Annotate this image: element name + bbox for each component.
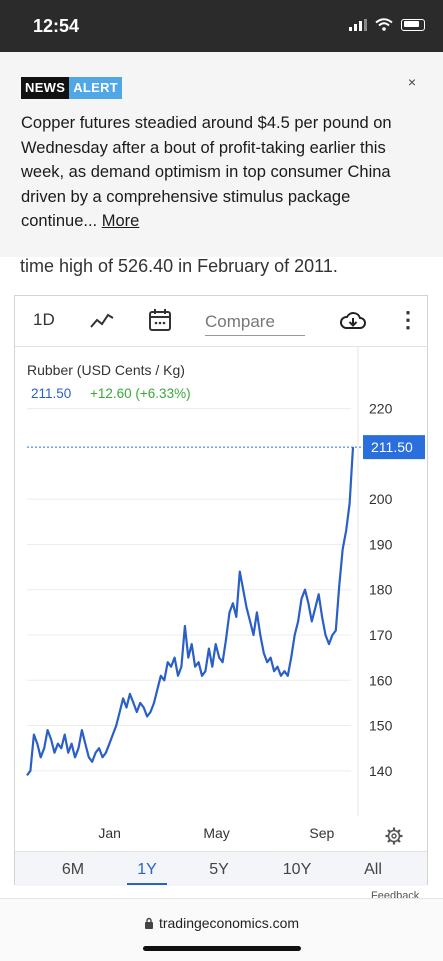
feedback-link[interactable]: Feedback xyxy=(371,890,420,898)
last-price-label-bg xyxy=(363,435,425,460)
battery-icon xyxy=(401,18,425,31)
y-tick-label: 160 xyxy=(369,672,393,688)
y-tick-label: 150 xyxy=(369,718,393,734)
status-time: 12:54 xyxy=(33,16,80,36)
alert-body-text: Copper futures steadied around $4.5 per … xyxy=(21,114,392,230)
more-link[interactable]: More xyxy=(101,212,140,230)
url-row: tradingeconomics.com xyxy=(0,915,443,931)
alert-text: Copper futures steadied around $4.5 per … xyxy=(21,111,413,234)
y-tick-label: 170 xyxy=(369,627,393,643)
y-tick-label: 180 xyxy=(369,582,393,598)
chart-type-icon[interactable] xyxy=(89,311,115,331)
wifi-icon xyxy=(375,18,393,31)
series-line xyxy=(26,447,355,777)
home-indicator xyxy=(143,946,301,951)
badge-alert: ALERT xyxy=(69,77,123,99)
compare-input[interactable]: Compare xyxy=(205,312,305,336)
x-axis-label: Jan xyxy=(98,825,121,841)
x-axis-label: May xyxy=(203,825,229,841)
last-price-label: 211.50 xyxy=(371,439,413,455)
range-button-all[interactable]: All xyxy=(364,861,382,878)
chart-change: +12.60 (+6.33%) xyxy=(90,386,191,401)
y-tick-label: 190 xyxy=(369,536,393,552)
signal-icon xyxy=(349,18,367,31)
badge-news: NEWS xyxy=(21,77,70,99)
range-selector: 6M 1Y 5Y 10Y All xyxy=(15,851,427,886)
news-alert-banner[interactable]: NEWS ALERT × Copper futures steadied aro… xyxy=(0,52,443,257)
url-text: tradingeconomics.com xyxy=(158,915,300,931)
chart-svg: Rubber (USD Cents / Kg) 211.50 +12.60 (+… xyxy=(26,346,425,845)
chart-panel: 1D Compare ⋮ Rubber (USD Cents / Kg) 211… xyxy=(14,295,428,886)
lock-icon xyxy=(144,917,153,929)
status-bar: 12:54 xyxy=(0,0,443,52)
status-icons xyxy=(349,18,425,31)
close-alert-button[interactable]: × xyxy=(407,74,416,90)
range-button-5y[interactable]: 5Y xyxy=(209,861,229,878)
download-icon[interactable] xyxy=(339,310,367,332)
range-button-6m[interactable]: 6M xyxy=(61,861,85,878)
article-snippet: time high of 526.40 in February of 2011. xyxy=(20,256,338,276)
chart-last-value: 211.50 xyxy=(31,386,71,401)
y-tick-label: 220 xyxy=(369,401,393,417)
chart-title: Rubber (USD Cents / Kg) xyxy=(27,362,185,378)
more-menu-button[interactable]: ⋮ xyxy=(397,307,419,332)
y-tick-label: 140 xyxy=(369,763,393,779)
calendar-icon[interactable] xyxy=(148,308,172,332)
news-alert-badge: NEWS ALERT xyxy=(21,77,123,99)
range-button-10y[interactable]: 10Y xyxy=(282,861,312,878)
interval-button[interactable]: 1D xyxy=(33,310,55,329)
y-tick-label: 200 xyxy=(369,491,393,507)
rubber-price-chart: Rubber (USD Cents / Kg) 211.50 +12.60 (+… xyxy=(15,346,427,851)
chart-toolbar: 1D Compare ⋮ xyxy=(15,296,427,347)
range-button-1y[interactable]: 1Y xyxy=(117,861,177,885)
chart-settings-icon[interactable] xyxy=(385,827,403,845)
browser-url-bar[interactable]: tradingeconomics.com xyxy=(0,898,443,961)
x-axis-label: Sep xyxy=(309,825,334,841)
